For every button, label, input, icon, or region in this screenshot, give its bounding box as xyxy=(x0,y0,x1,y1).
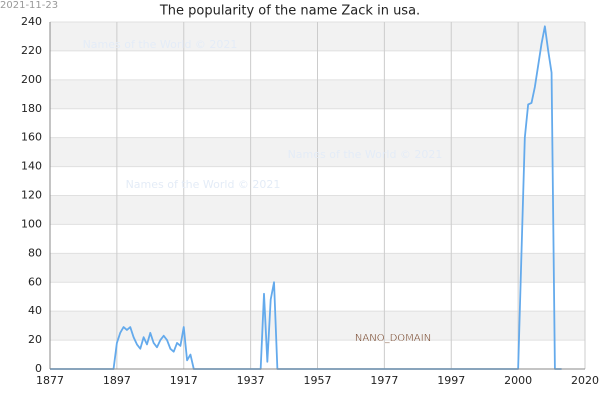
date-stamp: 2021-11-23 xyxy=(0,0,58,11)
x-tick-label: 1877 xyxy=(36,374,64,387)
x-tick-label: 1917 xyxy=(170,374,198,387)
x-tick-label: 2020 xyxy=(571,374,599,387)
y-tick-label: 180 xyxy=(21,102,42,115)
x-tick-label: 1977 xyxy=(370,374,398,387)
y-tick-label: 220 xyxy=(21,44,42,57)
chart-title: The popularity of the name Zack in usa. xyxy=(159,4,420,19)
y-tick-label: 20 xyxy=(28,333,42,346)
x-tick-label: 1937 xyxy=(237,374,265,387)
x-tick-label: 1997 xyxy=(437,374,465,387)
y-tick-label: 40 xyxy=(28,304,42,317)
y-tick-label: 160 xyxy=(21,131,42,144)
y-tick-label: 140 xyxy=(21,160,42,173)
y-tick-label: 80 xyxy=(28,246,42,259)
x-tick-label: 1897 xyxy=(103,374,131,387)
watermark: Names of the World © 2021 xyxy=(288,148,443,161)
y-tick-label: 0 xyxy=(35,362,42,375)
x-tick-label: 1957 xyxy=(304,374,332,387)
watermark: Names of the World © 2021 xyxy=(126,178,281,191)
line xyxy=(50,25,562,370)
y-tick-label: 120 xyxy=(21,189,42,202)
annotation: NANO_DOMAIN xyxy=(355,333,431,344)
watermark: Names of the World © 2021 xyxy=(83,38,238,51)
x-tick-label: 2000 xyxy=(504,374,532,387)
y-tick-label: 240 xyxy=(21,15,42,28)
y-tick-label: 60 xyxy=(28,275,42,288)
y-tick-label: 200 xyxy=(21,73,42,86)
y-tick-label: 100 xyxy=(21,217,42,230)
